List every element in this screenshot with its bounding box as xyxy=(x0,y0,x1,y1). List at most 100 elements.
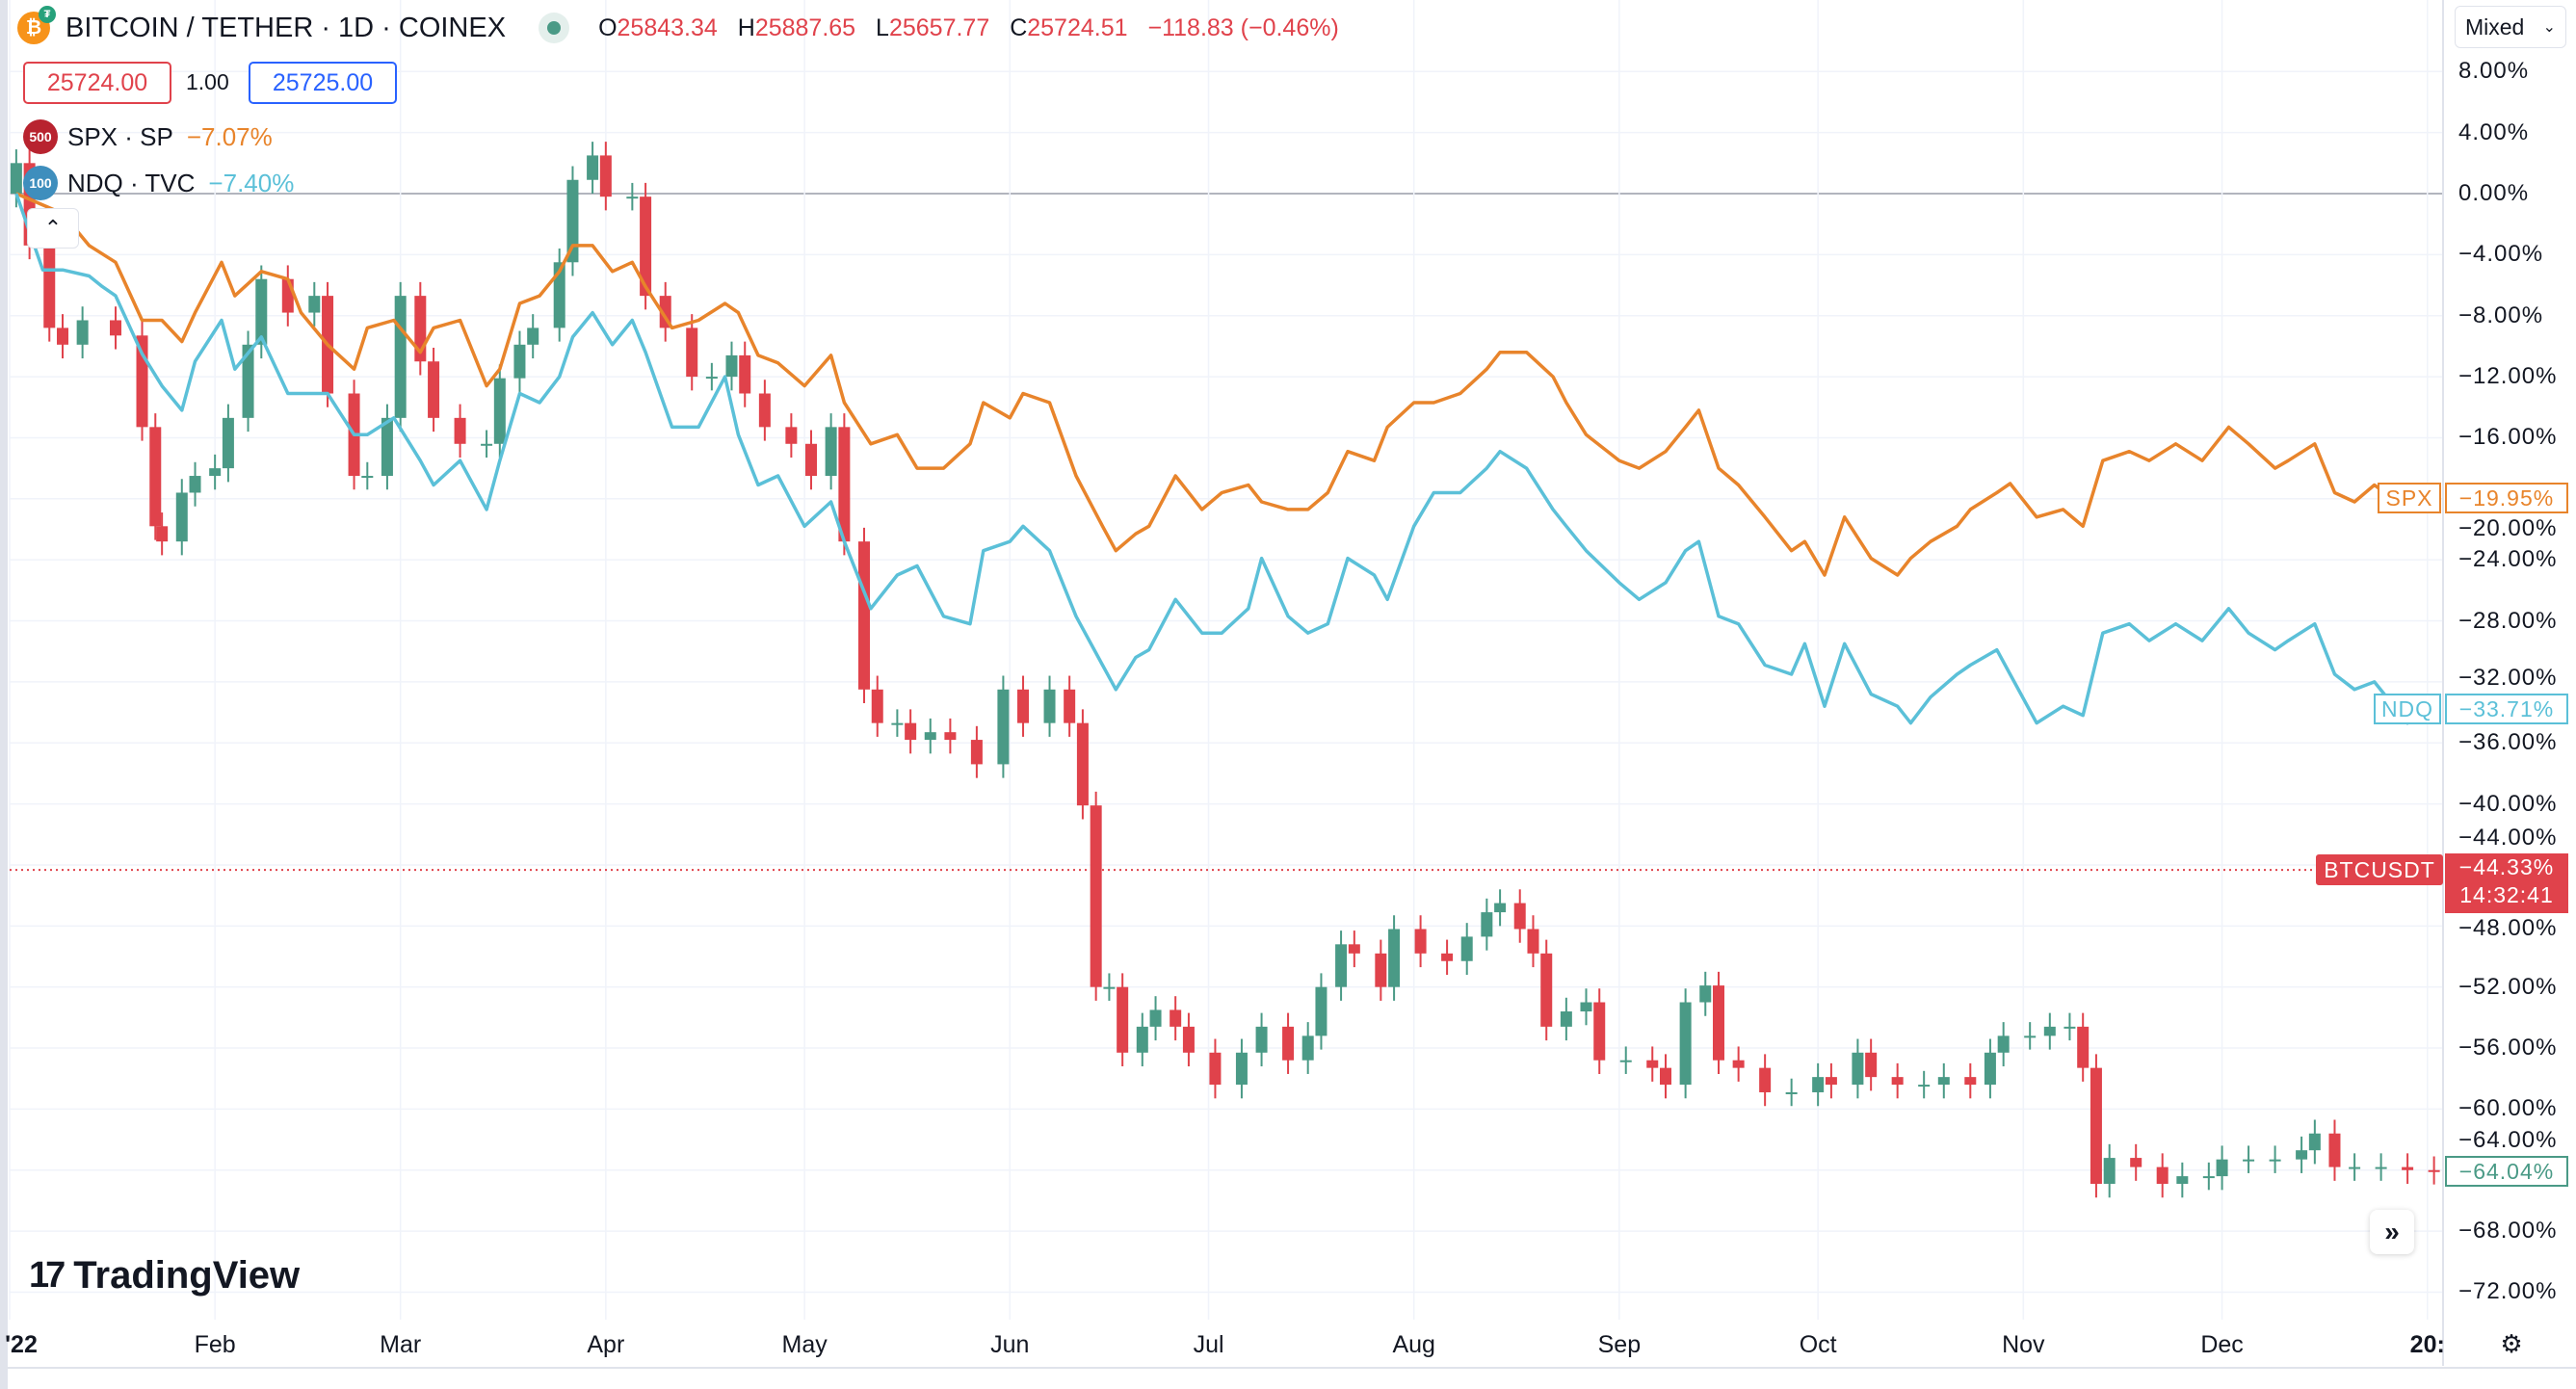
candle-body xyxy=(2176,1176,2189,1185)
y-tick-label: −56.00% xyxy=(2458,1035,2558,1061)
candle-body xyxy=(1984,1052,1996,1086)
y-tick-label: −48.00% xyxy=(2458,915,2558,941)
candle-body xyxy=(739,354,751,394)
collapse-legend-button[interactable]: ⌃ xyxy=(27,208,79,249)
candle-body xyxy=(1335,944,1348,987)
high-value: 25887.65 xyxy=(754,13,856,41)
low-value: 25657.77 xyxy=(888,13,990,41)
buy-price-button[interactable]: 25725.00 xyxy=(249,62,397,104)
legend-spx[interactable]: 500 SPX · SP −7.07% xyxy=(23,119,273,154)
settings-gear-icon[interactable]: ⚙ xyxy=(2500,1328,2523,1358)
candle-body xyxy=(1997,1035,2010,1053)
candle-body xyxy=(891,722,904,725)
y-tick-label: −72.00% xyxy=(2458,1278,2558,1305)
candle-body xyxy=(2428,1169,2440,1172)
candle-body xyxy=(2156,1166,2169,1185)
candle-body xyxy=(110,320,122,336)
candle-body xyxy=(136,335,148,428)
x-tick-label: Feb xyxy=(194,1331,236,1358)
candle-body xyxy=(566,179,579,263)
candle-body xyxy=(1117,986,1129,1053)
scroll-to-realtime-button[interactable]: » xyxy=(2370,1210,2414,1254)
candle-body xyxy=(2024,1035,2037,1038)
candle-body xyxy=(1348,944,1360,954)
candle-body xyxy=(255,278,268,345)
legend-change: −7.07% xyxy=(186,121,273,151)
spx-series-tag: SPX xyxy=(2378,483,2441,513)
x-tick-label: Dec xyxy=(2200,1331,2244,1358)
candle-body xyxy=(1017,689,1030,723)
candle-body xyxy=(2349,1166,2361,1169)
x-tick-label: Jun xyxy=(990,1331,1030,1358)
candle-body xyxy=(1494,903,1507,913)
legend-ndq[interactable]: 100 NDQ · TVC −7.40% xyxy=(23,166,294,200)
candle-body xyxy=(1918,1085,1931,1088)
y-tick-label: −60.00% xyxy=(2458,1095,2558,1122)
market-status-dot-icon[interactable] xyxy=(539,13,570,43)
spread-value: 1.00 xyxy=(186,69,229,94)
candle-body xyxy=(189,476,201,493)
candle-body xyxy=(1759,1067,1772,1092)
scale-mode-label: Mixed xyxy=(2465,13,2525,39)
candle-body xyxy=(587,155,599,180)
candle-body xyxy=(1182,1026,1195,1053)
symbol-title[interactable]: BITCOIN / TETHER · 1D · COINEX xyxy=(66,12,507,43)
x-tick-label: '22 xyxy=(5,1331,38,1358)
candle-body xyxy=(361,476,374,479)
y-tick-label: 0.00% xyxy=(2458,180,2530,206)
candle-body xyxy=(924,732,936,741)
candle-body xyxy=(553,262,565,328)
y-tick-label: −40.00% xyxy=(2458,790,2558,817)
candle-body xyxy=(1852,1052,1864,1086)
candle-body xyxy=(1699,985,1712,1003)
y-tick-label: −44.00% xyxy=(2458,825,2558,851)
candle-body xyxy=(76,320,89,345)
candle-body xyxy=(1527,929,1539,954)
candle-body xyxy=(858,541,871,690)
candle-body xyxy=(1812,1077,1825,1092)
candle-body xyxy=(1937,1077,1950,1086)
y-tick-label: −52.00% xyxy=(2458,973,2558,1000)
candle-body xyxy=(1136,1026,1148,1053)
symbol-header: ₿ ₮ BITCOIN / TETHER · 1D · COINEX O25843… xyxy=(17,6,1353,44)
legend-symbol: NDQ · TVC xyxy=(67,168,196,197)
candle-body xyxy=(1891,1077,1904,1086)
candle-body xyxy=(1593,1002,1606,1061)
candle-body xyxy=(2296,1150,2308,1160)
candle-body xyxy=(2375,1166,2387,1169)
y-tick-label: −68.00% xyxy=(2458,1218,2558,1245)
y-tick-label: −4.00% xyxy=(2458,241,2544,268)
candle-body xyxy=(838,427,851,542)
legend-symbol: SPX · SP xyxy=(67,121,173,151)
candle-body xyxy=(686,328,698,378)
spx-last-value: −19.95% xyxy=(2445,483,2568,513)
candle-body xyxy=(23,163,36,246)
candle-body xyxy=(1090,805,1102,987)
y-tick-label: −36.00% xyxy=(2458,729,2558,756)
ndq-line xyxy=(14,193,2423,725)
candle-body xyxy=(1513,903,1526,930)
candle-body xyxy=(626,197,639,199)
x-tick-label: May xyxy=(781,1331,828,1358)
y-tick-label: −32.00% xyxy=(2458,665,2558,691)
open-value: 25843.34 xyxy=(617,13,718,41)
change-value: −118.83 (−0.46%) xyxy=(1147,13,1339,41)
tradingview-logo[interactable]: 17 TradingView xyxy=(29,1254,300,1297)
spx-badge-icon: 500 xyxy=(23,119,58,154)
candle-body xyxy=(1713,985,1725,1061)
candle-body xyxy=(725,354,738,378)
x-tick-label: 20: xyxy=(2409,1331,2445,1358)
candle-body xyxy=(57,328,69,345)
candle-body xyxy=(222,417,234,469)
candle-body xyxy=(1235,1052,1248,1086)
low-label: L xyxy=(876,13,889,41)
sell-price-button[interactable]: 25724.00 xyxy=(23,62,171,104)
scale-mode-dropdown[interactable]: Mixed ⌄ xyxy=(2455,6,2566,48)
candle-body xyxy=(1441,953,1454,961)
candle-body xyxy=(308,296,321,313)
candle-body xyxy=(2402,1166,2414,1170)
candle-body xyxy=(149,427,162,527)
close-value: 25724.51 xyxy=(1027,13,1128,41)
candle-body xyxy=(1170,1009,1182,1027)
